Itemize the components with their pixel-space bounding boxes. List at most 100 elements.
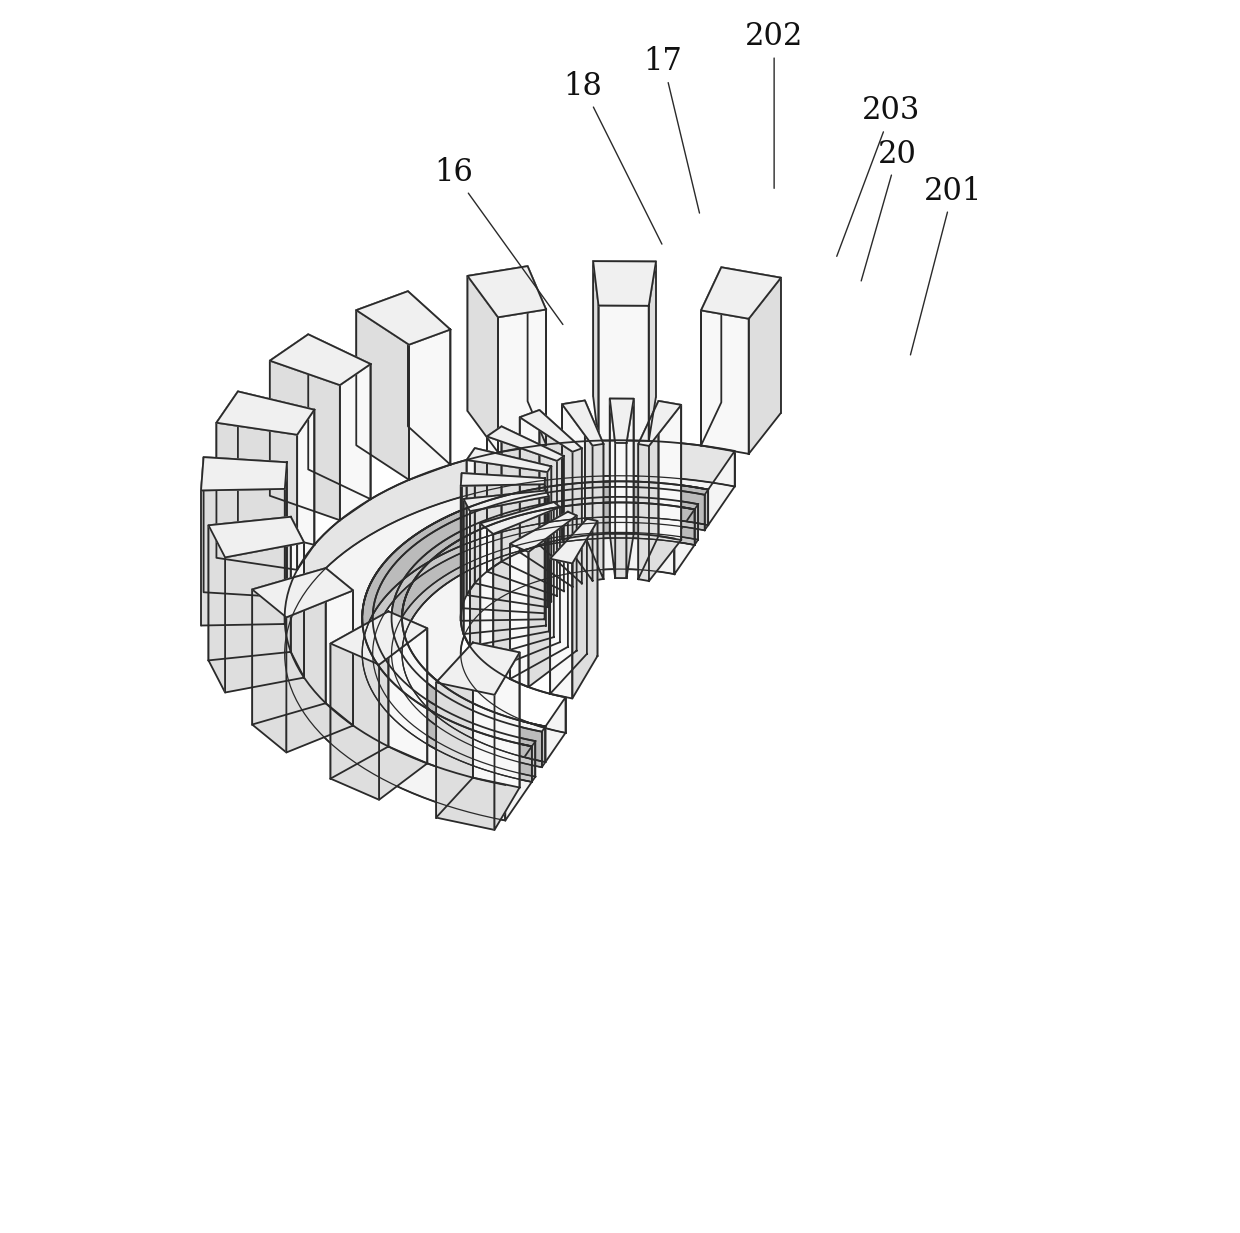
Polygon shape	[722, 268, 781, 413]
Polygon shape	[331, 644, 379, 800]
Polygon shape	[464, 499, 470, 646]
Polygon shape	[708, 451, 735, 525]
Polygon shape	[520, 411, 582, 451]
Polygon shape	[201, 457, 203, 625]
Polygon shape	[356, 291, 408, 445]
Polygon shape	[208, 525, 226, 693]
Polygon shape	[201, 457, 286, 491]
Polygon shape	[464, 491, 546, 634]
Polygon shape	[593, 261, 656, 306]
Polygon shape	[547, 466, 552, 607]
Polygon shape	[392, 533, 698, 767]
Polygon shape	[408, 291, 450, 465]
Polygon shape	[539, 411, 582, 583]
Polygon shape	[362, 517, 708, 782]
Polygon shape	[487, 427, 501, 572]
Polygon shape	[217, 391, 238, 557]
Polygon shape	[562, 401, 604, 445]
Polygon shape	[551, 559, 573, 698]
Polygon shape	[649, 261, 656, 441]
Polygon shape	[470, 496, 549, 646]
Polygon shape	[201, 490, 285, 625]
Polygon shape	[270, 334, 371, 385]
Polygon shape	[331, 612, 388, 778]
Polygon shape	[388, 612, 428, 763]
Polygon shape	[701, 311, 749, 454]
Polygon shape	[461, 473, 546, 613]
Polygon shape	[217, 391, 314, 435]
Polygon shape	[562, 401, 585, 539]
Polygon shape	[639, 401, 658, 580]
Polygon shape	[495, 652, 520, 830]
Polygon shape	[467, 266, 546, 317]
Polygon shape	[701, 268, 781, 319]
Polygon shape	[510, 512, 577, 552]
Polygon shape	[356, 311, 409, 480]
Polygon shape	[208, 517, 304, 557]
Polygon shape	[649, 404, 681, 581]
Polygon shape	[615, 443, 626, 578]
Polygon shape	[298, 409, 314, 570]
Polygon shape	[554, 502, 560, 642]
Polygon shape	[208, 517, 291, 661]
Polygon shape	[749, 277, 781, 454]
Polygon shape	[475, 448, 552, 602]
Polygon shape	[675, 509, 694, 575]
Polygon shape	[487, 436, 557, 596]
Polygon shape	[658, 401, 681, 540]
Polygon shape	[593, 261, 599, 440]
Text: 18: 18	[563, 70, 662, 244]
Polygon shape	[551, 519, 598, 563]
Polygon shape	[285, 440, 735, 820]
Polygon shape	[226, 543, 304, 693]
Polygon shape	[694, 504, 698, 545]
Polygon shape	[520, 417, 573, 587]
Polygon shape	[436, 642, 520, 695]
Polygon shape	[436, 683, 495, 830]
Polygon shape	[461, 473, 546, 486]
Polygon shape	[286, 591, 353, 752]
Polygon shape	[309, 334, 371, 499]
Polygon shape	[480, 523, 494, 670]
Polygon shape	[557, 456, 564, 596]
Polygon shape	[392, 497, 698, 767]
Text: 16: 16	[434, 157, 563, 324]
Polygon shape	[379, 629, 428, 800]
Polygon shape	[464, 491, 549, 512]
Polygon shape	[285, 462, 286, 624]
Text: 17: 17	[644, 46, 699, 213]
Polygon shape	[610, 398, 634, 534]
Polygon shape	[546, 698, 565, 762]
Polygon shape	[520, 411, 539, 552]
Polygon shape	[704, 490, 708, 530]
Polygon shape	[238, 391, 314, 545]
Polygon shape	[466, 448, 552, 472]
Polygon shape	[510, 544, 528, 687]
Polygon shape	[626, 398, 634, 578]
Text: 202: 202	[745, 21, 804, 189]
Polygon shape	[270, 334, 309, 496]
Polygon shape	[356, 291, 450, 345]
Polygon shape	[467, 266, 527, 411]
Polygon shape	[203, 457, 286, 597]
Polygon shape	[542, 726, 546, 767]
Polygon shape	[639, 444, 649, 581]
Polygon shape	[701, 268, 722, 445]
Polygon shape	[436, 642, 472, 817]
Polygon shape	[472, 642, 520, 788]
Polygon shape	[501, 427, 564, 591]
Polygon shape	[593, 261, 656, 397]
Polygon shape	[593, 444, 604, 581]
Polygon shape	[480, 502, 560, 534]
Polygon shape	[505, 746, 532, 820]
Polygon shape	[562, 404, 593, 581]
Polygon shape	[528, 515, 577, 687]
Polygon shape	[527, 266, 546, 445]
Text: 20: 20	[862, 138, 916, 281]
Polygon shape	[291, 517, 304, 678]
Polygon shape	[639, 401, 681, 446]
Polygon shape	[480, 502, 554, 658]
Polygon shape	[599, 306, 649, 441]
Polygon shape	[326, 568, 353, 725]
Polygon shape	[331, 612, 428, 665]
